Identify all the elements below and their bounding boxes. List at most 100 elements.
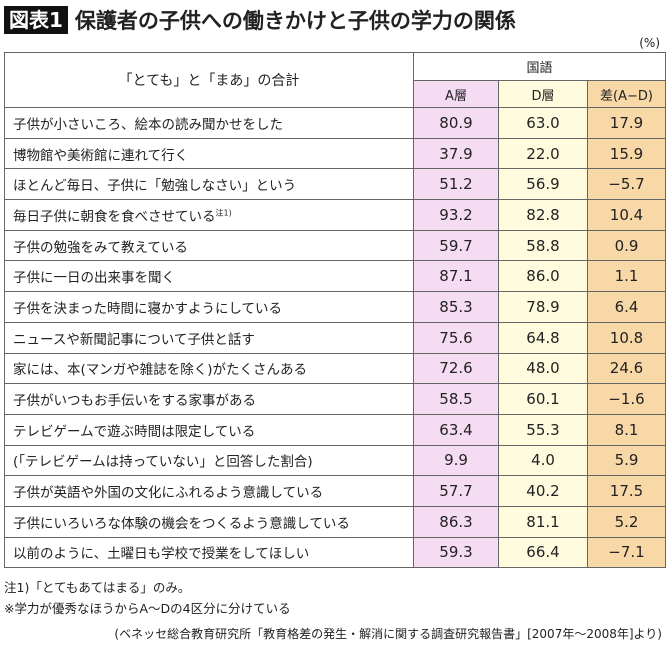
cell-diff: −1.6 [587, 383, 666, 415]
cell-d: 63.0 [498, 107, 588, 139]
table-row: 子供が英語や外国の文化にふれるよう意識している 57.7 40.2 17.5 [4, 475, 666, 507]
row-label-text: 子供を決まった時間に寝かすようにしている [13, 300, 283, 317]
table-row: (「テレビゲームは持っていない」と回答した割合) 9.9 4.0 5.9 [4, 444, 666, 477]
row-label: 博物館や美術館に連れて行く [4, 137, 414, 170]
cell-a: 59.7 [413, 229, 499, 262]
cell-a: 51.2 [413, 168, 499, 201]
cell-diff: −5.7 [587, 168, 666, 201]
row-label: 子供が小さいころ、絵本の読み聞かせをした [4, 107, 414, 139]
unit-label: (%) [639, 36, 660, 50]
cell-diff: −7.1 [587, 536, 666, 569]
row-label-text: テレビゲームで遊ぶ時間は限定している [13, 423, 256, 440]
cell-a: 85.3 [413, 291, 499, 323]
row-header: 「とても」と「まあ」の合計 [4, 52, 414, 108]
row-label-text: 子供が英語や外国の文化にふれるよう意識している [13, 485, 324, 502]
cell-d: 82.8 [498, 199, 588, 231]
cell-diff: 8.1 [587, 413, 666, 446]
cell-diff: 1.1 [587, 260, 666, 293]
table-row: 家には、本(マンガや雑誌を除く)がたくさんある 72.6 48.0 24.6 [4, 352, 666, 385]
row-label: ニュースや新聞記事について子供と話す [4, 321, 414, 354]
row-label-text: 博物館や美術館に連れて行く [13, 147, 189, 164]
row-label-text: 子供に一日の出来事を聞く [13, 270, 175, 287]
table-row: 子供が小さいころ、絵本の読み聞かせをした 80.9 63.0 17.9 [4, 107, 666, 139]
cell-a: 9.9 [413, 444, 499, 477]
col-header-d: D層 [498, 80, 588, 108]
figure-badge: 図表1 [4, 6, 68, 34]
table-row: 以前のように、土曜日も学校で授業をしてほしい 59.3 66.4 −7.1 [4, 536, 666, 569]
col-header-diff: 差(A−D) [587, 80, 666, 108]
row-label: (「テレビゲームは持っていない」と回答した割合) [4, 444, 414, 477]
table-row: ほとんど毎日、子供に「勉強しなさい」という 51.2 56.9 −5.7 [4, 168, 666, 201]
cell-a: 57.7 [413, 475, 499, 507]
cell-d: 60.1 [498, 383, 588, 415]
cell-d: 81.1 [498, 505, 588, 538]
cell-diff: 5.2 [587, 505, 666, 538]
cell-a: 37.9 [413, 137, 499, 170]
source-citation: (ベネッセ総合教育研究所「教育格差の発生・解消に関する調査研究報告書」[2007… [114, 627, 662, 641]
table-row: 子供がいつもお手伝いをする家事がある 58.5 60.1 −1.6 [4, 383, 666, 415]
row-label-text: (「テレビゲームは持っていない」と回答した割合) [13, 454, 313, 471]
row-label-text: 子供がいつもお手伝いをする家事がある [13, 393, 256, 410]
cell-d: 55.3 [498, 413, 588, 446]
row-label: 毎日子供に朝食を食べさせている注1) [4, 199, 414, 231]
cell-d: 4.0 [498, 444, 588, 477]
cell-diff: 17.9 [587, 107, 666, 139]
row-label: 子供を決まった時間に寝かすようにしている [4, 291, 414, 323]
row-label: ほとんど毎日、子供に「勉強しなさい」という [4, 168, 414, 201]
cell-diff: 10.8 [587, 321, 666, 354]
row-label: 家には、本(マンガや雑誌を除く)がたくさんある [4, 352, 414, 385]
figure-title: 図表1 保護者の子供への働きかけと子供の学力の関係 [4, 6, 516, 34]
row-label: 子供が英語や外国の文化にふれるよう意識している [4, 475, 414, 507]
cell-diff: 10.4 [587, 199, 666, 231]
row-label-text: 以前のように、土曜日も学校で授業をしてほしい [13, 546, 310, 563]
cell-a: 72.6 [413, 352, 499, 385]
row-label-text: 子供にいろいろな体験の機会をつくるよう意識している [13, 515, 350, 532]
cell-a: 86.3 [413, 505, 499, 538]
cell-a: 80.9 [413, 107, 499, 139]
row-label: 子供にいろいろな体験の機会をつくるよう意識している [4, 505, 414, 538]
cell-d: 78.9 [498, 291, 588, 323]
row-label: 以前のように、土曜日も学校で授業をしてほしい [4, 536, 414, 569]
table-row: 毎日子供に朝食を食べさせている注1) 93.2 82.8 10.4 [4, 199, 666, 231]
row-note: 注1) [215, 208, 232, 218]
cell-a: 75.6 [413, 321, 499, 354]
cell-diff: 17.5 [587, 475, 666, 507]
cell-d: 48.0 [498, 352, 588, 385]
figure-title-text: 保護者の子供への働きかけと子供の学力の関係 [74, 9, 516, 33]
table-row: ニュースや新聞記事について子供と話す 75.6 64.8 10.8 [4, 321, 666, 354]
row-label: テレビゲームで遊ぶ時間は限定している [4, 413, 414, 446]
table-row: 子供に一日の出来事を聞く 87.1 86.0 1.1 [4, 260, 666, 293]
row-label-text: 子供の勉強をみて教えている [13, 239, 188, 256]
table-row: 博物館や美術館に連れて行く 37.9 22.0 15.9 [4, 137, 666, 170]
row-label-text: ニュースや新聞記事について子供と話す [13, 331, 255, 348]
table-row: 子供にいろいろな体験の機会をつくるよう意識している 86.3 81.1 5.2 [4, 505, 666, 538]
cell-a: 87.1 [413, 260, 499, 293]
cell-a: 59.3 [413, 536, 499, 569]
cell-a: 93.2 [413, 199, 499, 231]
cell-diff: 15.9 [587, 137, 666, 170]
footnote-2: ※学力が優秀なほうからA〜Dの4区分に分けている [4, 601, 291, 616]
data-table: 「とても」と「まあ」の合計 国語 A層 D層 差(A−D) 子供が小さいころ、絵… [4, 52, 666, 569]
cell-d: 58.8 [498, 229, 588, 262]
row-label-text: 子供が小さいころ、絵本の読み聞かせをした [13, 116, 283, 133]
cell-d: 64.8 [498, 321, 588, 354]
cell-diff: 5.9 [587, 444, 666, 477]
cell-d: 40.2 [498, 475, 588, 507]
cell-d: 56.9 [498, 168, 588, 201]
cell-a: 58.5 [413, 383, 499, 415]
table-row: 子供の勉強をみて教えている 59.7 58.8 0.9 [4, 229, 666, 262]
row-label-text: 家には、本(マンガや雑誌を除く)がたくさんある [13, 362, 308, 379]
row-label-text: 毎日子供に朝食を食べさせている [13, 208, 216, 225]
cell-a: 63.4 [413, 413, 499, 446]
footnote-1: 注1)「とてもあてはまる」のみ。 [4, 580, 191, 595]
cell-diff: 24.6 [587, 352, 666, 385]
cell-diff: 6.4 [587, 291, 666, 323]
table-row: 子供を決まった時間に寝かすようにしている 85.3 78.9 6.4 [4, 291, 666, 323]
cell-d: 66.4 [498, 536, 588, 569]
row-label: 子供がいつもお手伝いをする家事がある [4, 383, 414, 415]
col-header-a: A層 [413, 80, 499, 108]
cell-d: 22.0 [498, 137, 588, 170]
row-label: 子供に一日の出来事を聞く [4, 260, 414, 293]
row-label-text: ほとんど毎日、子供に「勉強しなさい」という [13, 178, 297, 195]
group-header: 国語 [413, 52, 666, 81]
